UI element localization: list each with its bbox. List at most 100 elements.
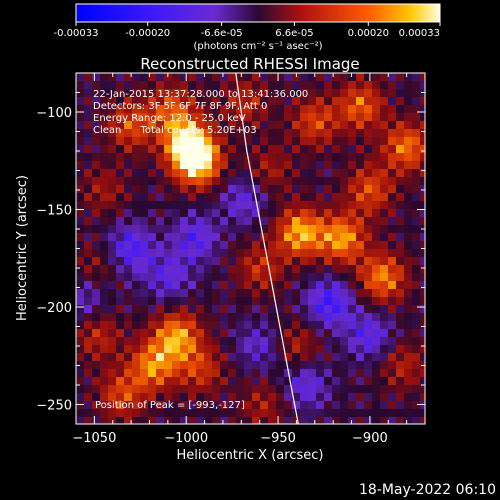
heatmap-cell xyxy=(412,289,421,298)
heatmap-cell xyxy=(364,353,373,362)
heatmap-cell xyxy=(236,169,245,178)
heatmap-cell xyxy=(132,289,141,298)
heatmap-cell xyxy=(196,289,205,298)
heatmap-cell xyxy=(92,233,101,242)
heatmap-cell xyxy=(132,153,141,162)
heatmap-cell xyxy=(356,81,365,90)
heatmap-cell xyxy=(268,321,277,330)
heatmap-cell xyxy=(124,137,133,146)
heatmap-cell xyxy=(180,153,189,162)
heatmap-cell xyxy=(420,257,425,266)
heatmap-cell xyxy=(388,377,397,386)
heatmap-cell xyxy=(260,233,269,242)
heatmap-cell xyxy=(196,153,205,162)
heatmap-cell xyxy=(172,169,181,178)
heatmap-cell xyxy=(260,377,269,386)
heatmap-cell xyxy=(212,305,221,314)
heatmap-cell xyxy=(420,417,425,424)
heatmap-cell xyxy=(252,73,261,82)
heatmap-cell xyxy=(84,321,93,330)
heatmap-cell xyxy=(188,329,197,338)
heatmap-cell xyxy=(236,73,245,82)
heatmap-cell xyxy=(316,177,325,186)
heatmap-cell xyxy=(188,177,197,186)
heatmap-cell xyxy=(228,249,237,258)
heatmap-cell xyxy=(372,129,381,138)
heatmap-cell xyxy=(116,209,125,218)
heatmap-cell xyxy=(412,137,421,146)
heatmap-cell xyxy=(236,257,245,266)
heatmap-cell xyxy=(324,177,333,186)
heatmap-cell xyxy=(300,385,309,394)
heatmap-cell xyxy=(356,409,365,418)
heatmap-cell xyxy=(332,289,341,298)
heatmap-cell xyxy=(372,249,381,258)
heatmap-cell xyxy=(396,265,405,274)
heatmap-cell xyxy=(396,409,405,418)
heatmap-cell xyxy=(236,233,245,242)
heatmap-cell xyxy=(164,369,173,378)
heatmap-cell xyxy=(100,265,109,274)
heatmap-cell xyxy=(356,361,365,370)
heatmap-cell xyxy=(420,185,425,194)
heatmap-cell xyxy=(404,369,413,378)
heatmap-cell xyxy=(404,177,413,186)
heatmap-cell xyxy=(236,81,245,90)
heatmap-cell xyxy=(292,345,301,354)
heatmap-cell xyxy=(132,113,141,122)
heatmap-cell xyxy=(388,161,397,170)
heatmap-cell xyxy=(268,153,277,162)
heatmap-cell xyxy=(324,401,333,410)
heatmap-cell xyxy=(308,89,317,98)
heatmap-cell xyxy=(388,401,397,410)
heatmap-cell xyxy=(356,289,365,298)
heatmap-cell xyxy=(132,385,141,394)
heatmap-cell xyxy=(84,153,93,162)
heatmap-cell xyxy=(220,297,229,306)
heatmap-cell xyxy=(116,121,125,130)
heatmap-cell xyxy=(388,305,397,314)
heatmap-cell xyxy=(92,265,101,274)
heatmap-cell xyxy=(276,145,285,154)
heatmap-cell xyxy=(180,393,189,402)
heatmap-cell xyxy=(420,265,425,274)
heatmap-cell xyxy=(164,225,173,234)
heatmap-cell xyxy=(380,385,389,394)
heatmap-cell xyxy=(300,177,309,186)
heatmap-cell xyxy=(388,129,397,138)
heatmap-cell xyxy=(140,209,149,218)
heatmap-cell xyxy=(260,89,269,98)
heatmap-cell xyxy=(300,313,309,322)
heatmap-cell xyxy=(156,193,165,202)
heatmap-cell xyxy=(324,257,333,266)
heatmap-cell xyxy=(316,409,325,418)
heatmap-cell xyxy=(252,81,261,90)
heatmap-cell xyxy=(268,129,277,138)
heatmap-cell xyxy=(116,89,125,98)
heatmap-cell xyxy=(324,105,333,114)
heatmap-cell xyxy=(76,193,85,202)
heatmap-cell xyxy=(292,257,301,266)
heatmap-cell xyxy=(228,361,237,370)
heatmap-cell xyxy=(388,345,397,354)
heatmap-cell xyxy=(420,329,425,338)
heatmap-cell xyxy=(196,73,205,82)
heatmap-cell xyxy=(316,369,325,378)
heatmap-cell xyxy=(188,417,197,424)
heatmap-cell xyxy=(348,409,357,418)
heatmap-cell xyxy=(380,249,389,258)
heatmap-cell xyxy=(276,385,285,394)
heatmap-cell xyxy=(76,249,85,258)
heatmap-cell xyxy=(244,393,253,402)
heatmap-cell xyxy=(228,409,237,418)
heatmap-cell xyxy=(220,97,229,106)
heatmap-cell xyxy=(396,193,405,202)
heatmap-cell xyxy=(348,401,357,410)
heatmap-cell xyxy=(332,393,341,402)
heatmap-cell xyxy=(324,233,333,242)
heatmap-cell xyxy=(84,169,93,178)
heatmap-cell xyxy=(316,137,325,146)
heatmap-cell xyxy=(236,337,245,346)
heatmap-cell xyxy=(324,281,333,290)
heatmap-cell xyxy=(260,201,269,210)
